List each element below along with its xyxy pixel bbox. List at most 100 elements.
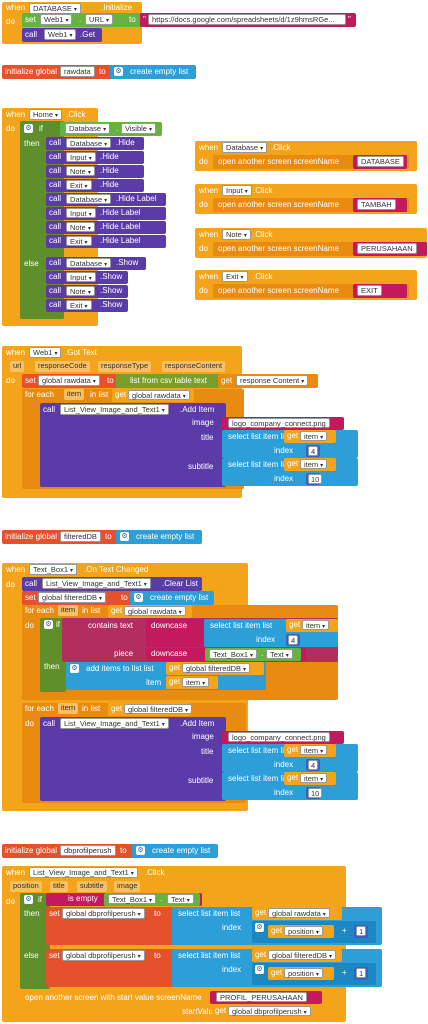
- web-dropdown[interactable]: Web1 ▾: [40, 14, 73, 25]
- get-global-dbprofilperush[interactable]: get global dbprofilperush ▾: [212, 1005, 324, 1018]
- call-hide-block[interactable]: call Note ▾ .Hide Label: [46, 221, 166, 234]
- param-response-type[interactable]: responseType: [98, 361, 152, 372]
- clear-list-block[interactable]: call List_View_Image_and_Text1 ▾ .Clear L…: [22, 577, 202, 591]
- call-hide-block[interactable]: call Input ▾ .Hide Label: [46, 207, 166, 220]
- component-dropdown[interactable]: Home ▾: [29, 109, 63, 120]
- event-note-click[interactable]: when Note ▾ .Click do open another screen scr…: [195, 228, 427, 258]
- call-hide-block[interactable]: call Exit ▾ .Hide: [46, 179, 144, 192]
- screen-name[interactable]: PROFIL_PERUSAHAAN: [216, 992, 307, 1002]
- image-string-block[interactable]: logo_company_connect.png: [222, 731, 344, 744]
- get-item-block[interactable]: get item ▾: [166, 676, 218, 689]
- call-hide-block[interactable]: call Database ▾ .Hide Label: [46, 193, 166, 206]
- variable-dropdown[interactable]: position ▾: [284, 968, 323, 978]
- addition-block[interactable]: ⚙ get position ▾ +1: [252, 963, 376, 985]
- component-dropdown[interactable]: Input ▾: [222, 185, 252, 196]
- select-list-item-block[interactable]: select list item list index get item ▾ 10: [222, 772, 358, 800]
- gear-icon[interactable]: ⚙: [70, 664, 79, 673]
- param-position[interactable]: position: [10, 881, 42, 892]
- component-dropdown[interactable]: List_View_Image_and_Text1 ▾: [60, 718, 169, 729]
- number-value[interactable]: 10: [308, 474, 323, 484]
- gear-icon[interactable]: ⚙: [24, 124, 33, 133]
- variable-dropdown[interactable]: global dbprofilperush ▾: [62, 908, 145, 919]
- gear-icon[interactable]: ⚙: [255, 923, 264, 932]
- get-position-block[interactable]: get position ▾: [268, 967, 334, 980]
- open-another-screen-block[interactable]: open another screen screenName PERUSAHAAN: [213, 242, 427, 256]
- event-exit-click[interactable]: when Exit ▾ .Click do open another screen scr…: [195, 270, 417, 300]
- event-input-click[interactable]: when Input ▾ .Click do open another screen sc…: [195, 184, 417, 214]
- component-dropdown[interactable]: List_View_Image_and_Text1 ▾: [60, 404, 169, 415]
- number-value[interactable]: 1: [356, 926, 367, 936]
- number-block[interactable]: 1: [354, 925, 368, 938]
- get-item-block[interactable]: get item ▾: [286, 619, 338, 632]
- select-list-item-block[interactable]: select list item list index get global filt…: [172, 949, 382, 987]
- event-database-click[interactable]: when Database ▾ .Click do open another screen…: [195, 141, 417, 171]
- call-hide-block[interactable]: call Input ▾ .Hide: [46, 151, 144, 164]
- component-dropdown[interactable]: Note ▾: [66, 286, 95, 296]
- number-value[interactable]: 10: [308, 788, 323, 798]
- call-hide-block[interactable]: call Database ▾ .Hide: [46, 137, 144, 150]
- component-dropdown[interactable]: Database ▾: [222, 142, 268, 153]
- variable-dropdown[interactable]: global dbprofilperush ▾: [62, 950, 145, 961]
- gear-icon[interactable]: ⚙: [44, 620, 53, 629]
- url-text[interactable]: https://docs.google.com/spreadsheets/d/1…: [148, 14, 346, 25]
- param-url[interactable]: url: [10, 361, 25, 372]
- variable-dropdown[interactable]: global filteredDB ▾: [182, 663, 251, 673]
- call-show-block[interactable]: call Note ▾ .Show: [46, 285, 128, 298]
- variable-dropdown[interactable]: item ▾: [182, 677, 210, 687]
- set-dbprofilperush-block[interactable]: set global dbprofilperush ▾ to: [46, 907, 176, 945]
- variable-dropdown[interactable]: item ▾: [302, 620, 330, 630]
- component-dropdown[interactable]: Web1 ▾: [29, 347, 62, 358]
- gear-icon[interactable]: ⚙: [120, 532, 129, 541]
- number-block[interactable]: 10: [306, 787, 323, 799]
- property-dropdown[interactable]: URL ▾: [85, 14, 114, 25]
- get-item-block[interactable]: get item ▾: [284, 744, 336, 757]
- component-dropdown[interactable]: Database ▾: [66, 194, 112, 204]
- variable-dropdown[interactable]: global rawdata ▾: [268, 908, 330, 918]
- component-dropdown[interactable]: Exit ▾: [66, 180, 92, 190]
- create-empty-list-block[interactable]: ⚙ create empty list: [110, 65, 196, 79]
- call-web-get-block[interactable]: call Web1 ▾ .Get: [22, 28, 102, 42]
- initialize-global-filtereddb[interactable]: initialize global filteredDB to: [2, 530, 120, 544]
- screen-name-string[interactable]: DATABASE: [353, 155, 407, 169]
- global-name[interactable]: rawdata: [60, 66, 95, 77]
- param-response-code[interactable]: responseCode: [35, 361, 90, 372]
- url-string-block[interactable]: " https://docs.google.com/spreadsheets/d…: [140, 13, 356, 27]
- component-dropdown[interactable]: Text_Box1 ▾: [29, 564, 78, 575]
- select-list-item-block[interactable]: select list item list index get item ▾ 10: [222, 458, 358, 486]
- gear-icon[interactable]: ⚙: [134, 593, 143, 602]
- variable-dropdown[interactable]: global filteredDB ▾: [124, 704, 193, 714]
- param-image[interactable]: image: [114, 881, 141, 892]
- number-block[interactable]: 1: [354, 967, 368, 980]
- component-dropdown[interactable]: List_View_Image_and_Text1 ▾: [42, 578, 151, 589]
- select-list-item-block[interactable]: select list item list index get global rawd…: [172, 907, 382, 945]
- variable-dropdown[interactable]: position ▾: [284, 926, 323, 936]
- component-dropdown[interactable]: Database ▾: [65, 123, 111, 134]
- screen-name[interactable]: DATABASE: [357, 156, 404, 167]
- screen-name-string[interactable]: TAMBAH: [353, 198, 407, 212]
- open-another-screen-block[interactable]: open another screen screenName EXIT: [213, 284, 409, 298]
- variable-dropdown[interactable]: item ▾: [300, 431, 328, 441]
- property-dropdown[interactable]: Text ▾: [167, 894, 194, 904]
- number-block[interactable]: 4: [306, 445, 320, 457]
- component-dropdown[interactable]: List_View_Image_and_Text1 ▾: [29, 867, 138, 878]
- variable-dropdown[interactable]: global rawdata ▾: [124, 606, 186, 616]
- component-dropdown[interactable]: Text_Box1 ▾: [209, 649, 258, 659]
- variable-dropdown[interactable]: global filteredDB ▾: [268, 950, 337, 960]
- add-item-block[interactable]: call List_View_Image_and_Text1 ▾ .Add Ite…: [40, 717, 226, 801]
- get-global-rawdata[interactable]: get global rawdata ▾: [112, 389, 194, 402]
- get-item-block[interactable]: get item ▾: [284, 458, 336, 471]
- variable-dropdown[interactable]: response Content ▾: [236, 375, 309, 386]
- if-block[interactable]: ⚙ if then: [40, 618, 66, 692]
- get-position-block[interactable]: get position ▾: [268, 925, 334, 938]
- call-show-block[interactable]: call Database ▾ .Show: [46, 257, 146, 270]
- initialize-global-rawdata[interactable]: initialize global rawdata to: [2, 65, 114, 79]
- screen-name-string[interactable]: EXIT: [353, 284, 407, 298]
- number-value[interactable]: 4: [308, 446, 319, 456]
- variable-dropdown[interactable]: global dbprofilperush ▾: [228, 1006, 311, 1016]
- screen-name[interactable]: TAMBAH: [357, 199, 396, 210]
- create-empty-list-block[interactable]: ⚙ create empty list: [132, 844, 218, 858]
- component-dropdown[interactable]: Note ▾: [66, 222, 95, 232]
- addition-block[interactable]: ⚙ get position ▾ +1: [252, 921, 376, 943]
- global-name[interactable]: dbprofilperush: [60, 845, 116, 856]
- loop-variable[interactable]: item: [58, 605, 79, 616]
